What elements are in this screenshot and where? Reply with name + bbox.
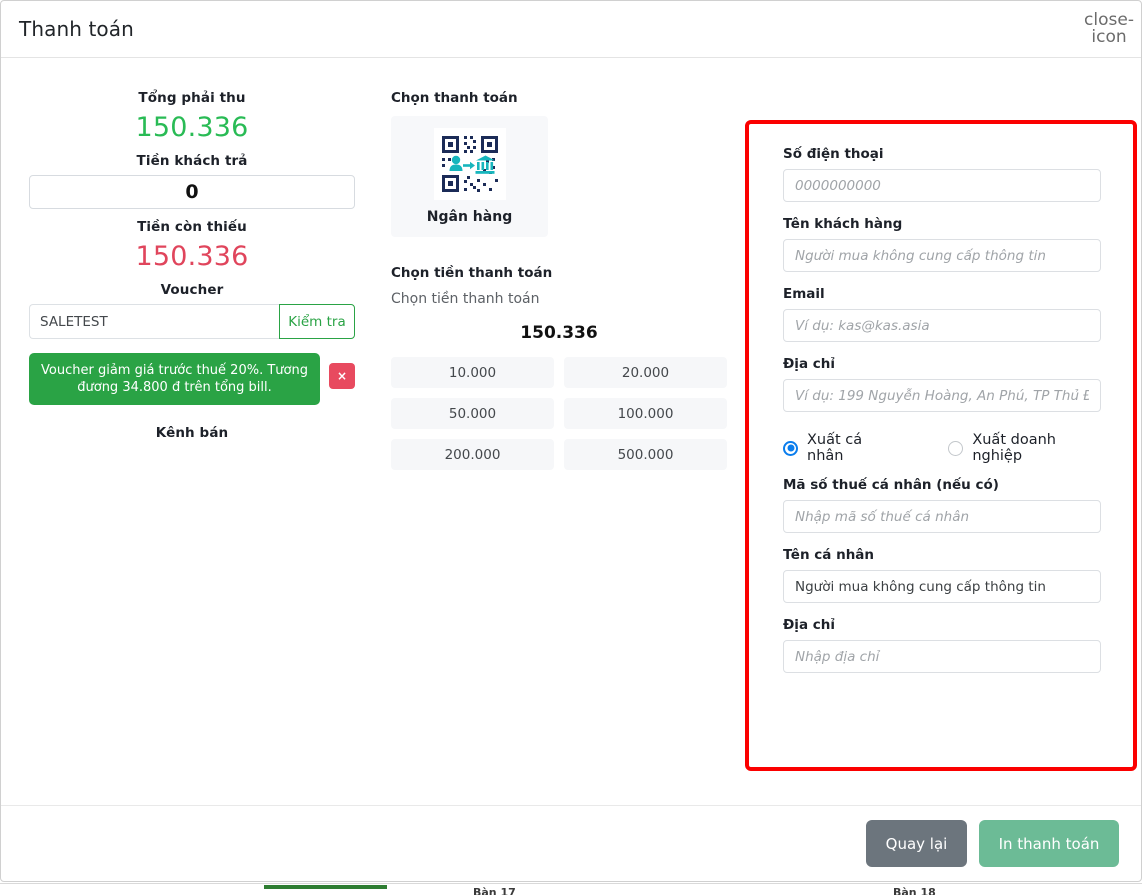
radio-personal[interactable]: Xuất cá nhân bbox=[783, 432, 896, 464]
denomination-grid: 10.000 20.000 50.000 100.000 200.000 500… bbox=[391, 357, 727, 470]
person-name-label: Tên cá nhân bbox=[783, 547, 875, 563]
page-title: Thanh toán bbox=[19, 17, 134, 41]
denomination-button[interactable]: 20.000 bbox=[564, 357, 727, 388]
voucher-row: Kiểm tra bbox=[29, 304, 355, 339]
voucher-remove-button[interactable]: × bbox=[329, 363, 355, 389]
modal-footer: Quay lại In thanh toán bbox=[1, 805, 1141, 881]
customer-paid-label: Tiền khách trả bbox=[136, 153, 248, 169]
address-input[interactable] bbox=[783, 379, 1101, 412]
remaining-label: Tiền còn thiếu bbox=[137, 219, 247, 235]
remaining-amount: 150.336 bbox=[135, 241, 249, 272]
radio-selected-icon bbox=[783, 440, 798, 456]
amount-select-total: 150.336 bbox=[520, 323, 598, 343]
qr-bank-transfer-icon bbox=[433, 128, 506, 200]
back-button[interactable]: Quay lại bbox=[866, 820, 967, 867]
invoice-info-panel: Số điện thoại Tên khách hàng Email Địa c… bbox=[745, 120, 1137, 771]
total-due-label: Tổng phải thu bbox=[138, 90, 246, 106]
denomination-button[interactable]: 500.000 bbox=[564, 439, 727, 470]
radio-personal-label: Xuất cá nhân bbox=[807, 432, 863, 464]
invoice-type-radio-group: Xuất cá nhân Xuất doanh nghiệp bbox=[783, 432, 1101, 464]
amount-select-title: Chọn tiền thanh toán bbox=[391, 265, 553, 281]
voucher-message-row: Voucher giảm giá trước thuế 20%. Tương đ… bbox=[29, 353, 355, 405]
email-field[interactable] bbox=[783, 309, 1101, 342]
background-table-strip: Bàn 17 Bàn 18 Bàn 19 bbox=[0, 883, 1142, 895]
payment-method-bank-label: Ngân hàng bbox=[426, 209, 513, 225]
total-due-amount: 150.336 bbox=[135, 112, 249, 143]
denomination-button[interactable]: 100.000 bbox=[564, 398, 727, 429]
sales-channel-label: Kênh bán bbox=[155, 425, 229, 441]
person-name-input[interactable] bbox=[783, 570, 1101, 603]
denomination-button[interactable]: 10.000 bbox=[391, 357, 554, 388]
background-table-label-18: Bàn 18 bbox=[893, 887, 936, 895]
voucher-input[interactable] bbox=[29, 304, 279, 339]
email-label: Email bbox=[783, 286, 825, 302]
customer-paid-input[interactable] bbox=[29, 175, 355, 209]
modal-body: Tổng phải thu 150.336 Tiền khách trả Tiề… bbox=[1, 58, 1141, 805]
background-table-label-17: Bàn 17 bbox=[473, 887, 516, 895]
payment-column: Chọn thanh toán bbox=[383, 58, 745, 805]
print-payment-button[interactable]: In thanh toán bbox=[979, 820, 1119, 867]
voucher-message: Voucher giảm giá trước thuế 20%. Tương đ… bbox=[29, 353, 320, 405]
address-label: Địa chỉ bbox=[783, 356, 835, 372]
modal-header: Thanh toán close-icon bbox=[1, 1, 1141, 58]
phone-input[interactable] bbox=[783, 169, 1101, 202]
radio-unselected-icon bbox=[948, 440, 964, 456]
phone-label: Số điện thoại bbox=[783, 146, 884, 162]
background-green-bar bbox=[264, 885, 387, 889]
summary-column: Tổng phải thu 150.336 Tiền khách trả Tiề… bbox=[1, 58, 383, 805]
person-address-label: Địa chỉ bbox=[783, 617, 835, 633]
payment-method-title: Chọn thanh toán bbox=[391, 90, 518, 106]
customer-name-label: Tên khách hàng bbox=[783, 216, 903, 232]
person-address-input[interactable] bbox=[783, 640, 1101, 673]
radio-business[interactable]: Xuất doanh nghiệp bbox=[948, 432, 1101, 464]
customer-name-input[interactable] bbox=[783, 239, 1101, 272]
voucher-label: Voucher bbox=[160, 282, 224, 298]
denomination-button[interactable]: 200.000 bbox=[391, 439, 554, 470]
tax-code-input[interactable] bbox=[783, 500, 1101, 533]
denomination-button[interactable]: 50.000 bbox=[391, 398, 554, 429]
voucher-check-button[interactable]: Kiểm tra bbox=[279, 304, 355, 339]
payment-method-bank[interactable]: Ngân hàng bbox=[391, 116, 548, 237]
close-icon[interactable]: close-icon bbox=[1084, 10, 1134, 47]
radio-business-label: Xuất doanh nghiệp bbox=[972, 432, 1056, 464]
amount-select-subtitle: Chọn tiền thanh toán bbox=[391, 291, 540, 307]
tax-code-label: Mã số thuế cá nhân (nếu có) bbox=[783, 477, 999, 493]
